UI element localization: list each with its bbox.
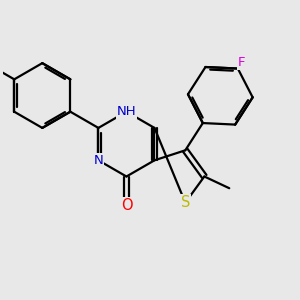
Text: O: O: [121, 198, 132, 213]
Text: S: S: [181, 195, 190, 210]
Text: N: N: [94, 154, 103, 167]
Text: F: F: [238, 56, 246, 69]
Text: NH: NH: [117, 105, 136, 118]
